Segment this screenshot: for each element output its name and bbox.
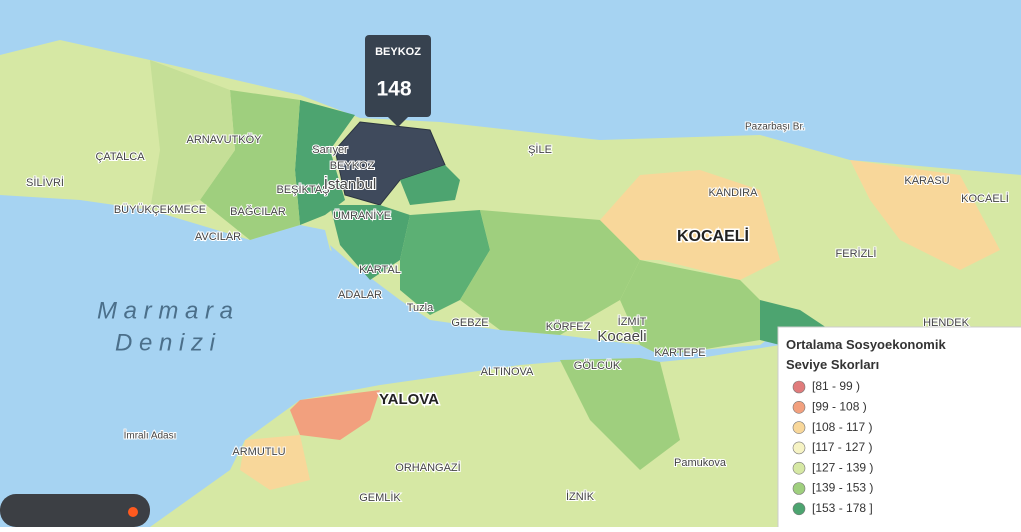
strait bbox=[330, 245, 380, 300]
place-labels: ÇATALCA ARNAVUTKÖY SİLİVRİ BÜYÜKÇEKMECE BAĞC… bbox=[25, 121, 1010, 505]
place-label: ADALAR bbox=[338, 289, 382, 301]
place-label: ÇATALCA bbox=[95, 151, 145, 163]
slider-handle[interactable] bbox=[128, 507, 138, 517]
place-label: KARTEPE bbox=[654, 347, 705, 359]
place-label: BEŞİKTAŞ bbox=[277, 183, 330, 196]
place-label: ŞİLE bbox=[528, 143, 552, 156]
legend-swatch bbox=[792, 380, 806, 394]
legend-label: [153 - 178 ] bbox=[812, 501, 873, 515]
sea-label: D e n i z i bbox=[115, 329, 216, 356]
place-label: KARASU bbox=[904, 175, 949, 187]
legend-label: [127 - 139 ) bbox=[812, 460, 873, 474]
legend-title: Ortalama Sosyoekonomik Seviye Skorları bbox=[786, 337, 946, 372]
district bbox=[600, 170, 780, 280]
place-label: GEMLİK bbox=[359, 491, 401, 504]
legend-label: [108 - 117 ) bbox=[812, 420, 872, 434]
legend-swatch bbox=[792, 482, 806, 495]
place-label: ÜMRANİYE bbox=[333, 209, 391, 222]
district bbox=[150, 60, 235, 210]
place-label: BÜYÜKÇEKMECE bbox=[114, 204, 206, 216]
place-label: YALOVA bbox=[379, 391, 439, 408]
tooltip: BEYKOZ 148 bbox=[365, 35, 431, 127]
place-label: İZNİK bbox=[566, 490, 595, 503]
legend: Ortalama Sosyoekonomik Seviye Skorları [… bbox=[777, 326, 1021, 530]
place-label: KARTAL bbox=[359, 264, 401, 276]
legend-label: [117 - 127 ) bbox=[812, 440, 872, 454]
district bbox=[330, 205, 410, 280]
place-label: ARNAVUTKÖY bbox=[187, 134, 263, 146]
district bbox=[240, 435, 310, 490]
tooltip-name: BEYKOZ bbox=[375, 46, 421, 58]
place-label: FERİZLİ bbox=[836, 247, 877, 260]
place-label: İstanbul bbox=[324, 175, 377, 193]
place-label: Tuzla bbox=[407, 302, 434, 314]
place-label: Kocaeli bbox=[597, 328, 646, 345]
time-slider[interactable] bbox=[0, 494, 150, 527]
legend-swatch bbox=[792, 502, 806, 516]
place-label: İZMİT bbox=[618, 315, 647, 328]
place-label: KOCAELİ bbox=[961, 192, 1009, 205]
place-label: ORHANGAZİ bbox=[395, 461, 460, 474]
place-label: KANDIRA bbox=[709, 187, 759, 199]
legend-swatch bbox=[792, 461, 806, 475]
district bbox=[200, 90, 300, 240]
legend-swatch bbox=[792, 400, 806, 414]
place-label: BEYKOZ bbox=[330, 160, 375, 172]
place-label: KÖRFEZ bbox=[546, 321, 591, 333]
district-selected[interactable] bbox=[334, 121, 446, 206]
district bbox=[290, 390, 380, 440]
place-label: GEBZE bbox=[451, 317, 488, 329]
legend-label: [99 - 108 ) bbox=[812, 399, 867, 413]
place-label: HENDEK bbox=[923, 317, 970, 329]
place-label: İmralı Adası bbox=[124, 429, 177, 442]
place-label: BAĞCILAR bbox=[230, 205, 286, 218]
place-label: GÖLCÜK bbox=[574, 360, 621, 372]
place-label: KOCAELİ bbox=[677, 227, 749, 245]
district bbox=[400, 210, 490, 315]
place-label: ARMUTLU bbox=[232, 446, 285, 458]
district bbox=[560, 358, 680, 470]
sea-label: M a r m a r a bbox=[97, 297, 233, 324]
place-label: SİLİVRİ bbox=[26, 176, 64, 189]
district bbox=[850, 160, 1000, 270]
legend-swatch bbox=[792, 441, 806, 455]
district bbox=[460, 210, 640, 335]
tooltip-value: 148 bbox=[376, 78, 411, 101]
district bbox=[620, 260, 760, 355]
district bbox=[400, 165, 460, 205]
place-label: ALTINOVA bbox=[481, 366, 534, 378]
legend-swatch bbox=[792, 421, 806, 434]
place-label: AVCILAR bbox=[195, 231, 241, 243]
legend-label: [81 - 99 ) bbox=[812, 379, 860, 393]
place-label: Sarıyer bbox=[312, 144, 348, 156]
place-label: Pamukova bbox=[674, 457, 727, 469]
district bbox=[295, 100, 355, 225]
legend-label: [139 - 153 ) bbox=[812, 481, 873, 495]
place-label: Pazarbaşı Br. bbox=[745, 122, 805, 133]
